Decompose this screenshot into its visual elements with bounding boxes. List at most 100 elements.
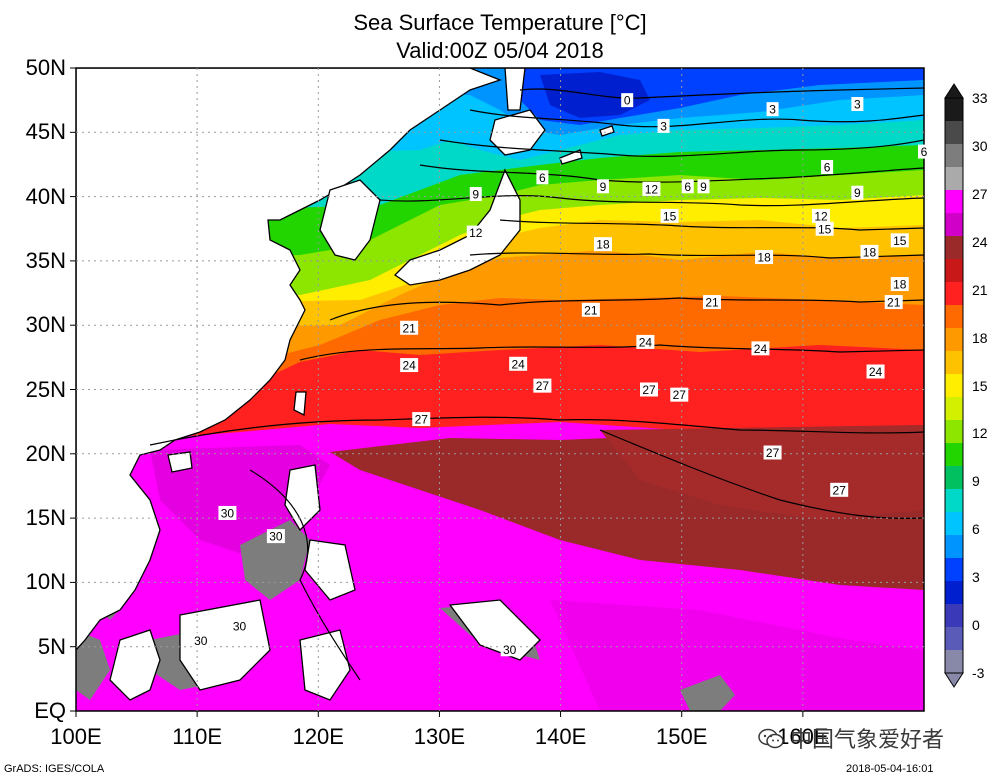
colorbar-label: 33 bbox=[972, 90, 988, 106]
contour-label-text: 6 bbox=[921, 145, 928, 159]
contour-label-text: 12 bbox=[469, 226, 483, 240]
colorbar-segment bbox=[945, 98, 963, 122]
contour-label: 30 bbox=[500, 642, 519, 657]
lat-label: 15N bbox=[25, 505, 66, 531]
contour-label: 18 bbox=[593, 237, 612, 252]
contour-label-box bbox=[703, 295, 721, 310]
colorbar-segment bbox=[945, 121, 963, 145]
colorbar-segment bbox=[945, 305, 963, 329]
contour-label: 24 bbox=[400, 358, 419, 373]
contour-label-box bbox=[621, 93, 634, 108]
contour-label: 9 bbox=[596, 179, 609, 194]
lat-label: 35N bbox=[25, 247, 66, 273]
contour-label-box bbox=[593, 237, 612, 252]
colorbar-max-arrow bbox=[944, 83, 964, 99]
contour-label: 15 bbox=[660, 208, 679, 223]
contour-label-text: 30 bbox=[269, 530, 283, 544]
contour-label-text: 3 bbox=[854, 98, 861, 112]
contour-label-text: 6 bbox=[539, 171, 546, 185]
contour-label-box bbox=[890, 277, 909, 292]
contour-label-box bbox=[500, 642, 519, 657]
graticule bbox=[76, 68, 924, 711]
contour-label: 30 bbox=[266, 529, 285, 544]
lon-label: 160E bbox=[777, 724, 829, 749]
colorbar-label: 0 bbox=[972, 617, 980, 634]
lon-label: 110E bbox=[172, 724, 223, 749]
contour-label-text: 24 bbox=[754, 342, 768, 356]
contour-label: 24 bbox=[866, 364, 885, 379]
contour-label-text: 0 bbox=[624, 94, 631, 108]
contour-label: 30 bbox=[230, 619, 249, 634]
lon-label: 140E bbox=[534, 724, 587, 749]
contour-label: 9 bbox=[697, 179, 710, 194]
contour-label: 21 bbox=[581, 302, 600, 317]
contour-label-box bbox=[884, 295, 903, 310]
contour-label-text: 9 bbox=[700, 180, 707, 194]
colorbar-segment bbox=[945, 420, 963, 444]
contour-label-box bbox=[890, 233, 909, 248]
contour-label-text: 30 bbox=[503, 643, 517, 657]
colorbar-segment bbox=[945, 466, 963, 490]
contour-label: 30 bbox=[218, 505, 237, 520]
colorbar-label: 24 bbox=[972, 233, 988, 250]
lat-label: 5N bbox=[37, 633, 66, 659]
colorbar-label: 21 bbox=[972, 281, 988, 298]
colorbar-segment bbox=[945, 259, 963, 283]
contour-label-text: 9 bbox=[600, 180, 607, 194]
colorbar-segment bbox=[945, 627, 963, 651]
contour-label-text: 18 bbox=[863, 245, 877, 259]
contour-label: 6 bbox=[536, 170, 549, 185]
contour-label: 18 bbox=[755, 250, 774, 265]
contour-label-box bbox=[660, 208, 679, 223]
contour-label: 24 bbox=[509, 356, 528, 371]
contour-label-text: 15 bbox=[663, 209, 677, 223]
contour-label-text: 27 bbox=[415, 413, 429, 427]
lat-label: 50N bbox=[25, 55, 66, 80]
chart-subtitle: Valid:00Z 05/04 2018 bbox=[396, 38, 604, 63]
contour-label-box bbox=[755, 250, 774, 265]
colorbar-label: -3 bbox=[972, 665, 985, 681]
contour-label-box bbox=[681, 179, 694, 194]
contour-label-box bbox=[642, 181, 661, 196]
contour-label: 6 bbox=[821, 160, 834, 175]
contour-label-text: 27 bbox=[642, 383, 656, 397]
axis-ticks bbox=[70, 67, 804, 717]
contour-label-box bbox=[670, 387, 689, 402]
lat-label: 45N bbox=[25, 119, 66, 145]
contour-label: 21 bbox=[400, 320, 419, 335]
contour-label: 27 bbox=[533, 378, 552, 393]
contour-label-text: 30 bbox=[221, 506, 235, 520]
contour-label: 24 bbox=[751, 341, 770, 356]
colorbar-label: 27 bbox=[972, 185, 988, 202]
contour-label-box bbox=[763, 445, 782, 460]
contour-label-text: 24 bbox=[402, 359, 416, 373]
contour-label: 12 bbox=[642, 181, 661, 196]
contour-label-text: 27 bbox=[673, 388, 687, 402]
contour-label: 3 bbox=[657, 118, 670, 133]
colorbar bbox=[944, 83, 964, 688]
contour-label: 27 bbox=[670, 387, 689, 402]
contour-label-text: 27 bbox=[833, 483, 847, 497]
colorbar-label: 15 bbox=[972, 377, 988, 394]
contour-label-box bbox=[596, 179, 609, 194]
contour-label-text: 3 bbox=[769, 103, 776, 117]
colorbar-label: 9 bbox=[972, 473, 980, 490]
contour-label-text: 15 bbox=[818, 222, 832, 236]
contour-label: 6 bbox=[681, 179, 694, 194]
contour-label-box bbox=[860, 244, 879, 259]
contour-label-text: 6 bbox=[824, 161, 831, 175]
contour-label-text: 21 bbox=[402, 321, 416, 335]
contour-label-box bbox=[657, 118, 670, 133]
contour-label-box bbox=[469, 187, 482, 202]
contour-label: 27 bbox=[412, 412, 431, 427]
contour-label-box bbox=[509, 356, 528, 371]
contour-label-box bbox=[191, 633, 210, 648]
colorbar-segment bbox=[945, 535, 963, 559]
colorbar-segment bbox=[945, 213, 963, 237]
footer-credit: GrADS: IGES/COLA bbox=[4, 763, 105, 775]
colorbar-segment bbox=[945, 282, 963, 306]
contour-label-box bbox=[230, 619, 249, 634]
lat-label: 20N bbox=[25, 440, 66, 466]
